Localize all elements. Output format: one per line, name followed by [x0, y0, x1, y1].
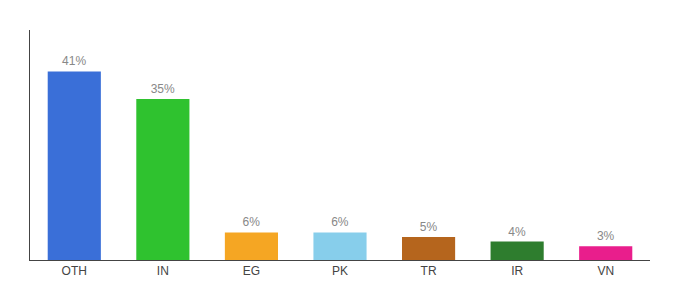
svg-text:6%: 6% [331, 215, 349, 229]
svg-text:5%: 5% [420, 220, 438, 234]
svg-text:EG: EG [243, 264, 260, 278]
svg-text:IR: IR [511, 264, 523, 278]
svg-text:6%: 6% [243, 215, 261, 229]
svg-text:3%: 3% [597, 229, 615, 243]
svg-text:TR: TR [421, 264, 437, 278]
svg-text:PK: PK [332, 264, 348, 278]
svg-text:4%: 4% [508, 225, 526, 239]
svg-text:35%: 35% [151, 82, 175, 96]
svg-text:OTH: OTH [62, 264, 87, 278]
svg-text:VN: VN [597, 264, 614, 278]
svg-text:IN: IN [157, 264, 169, 278]
svg-text:41%: 41% [62, 54, 86, 68]
